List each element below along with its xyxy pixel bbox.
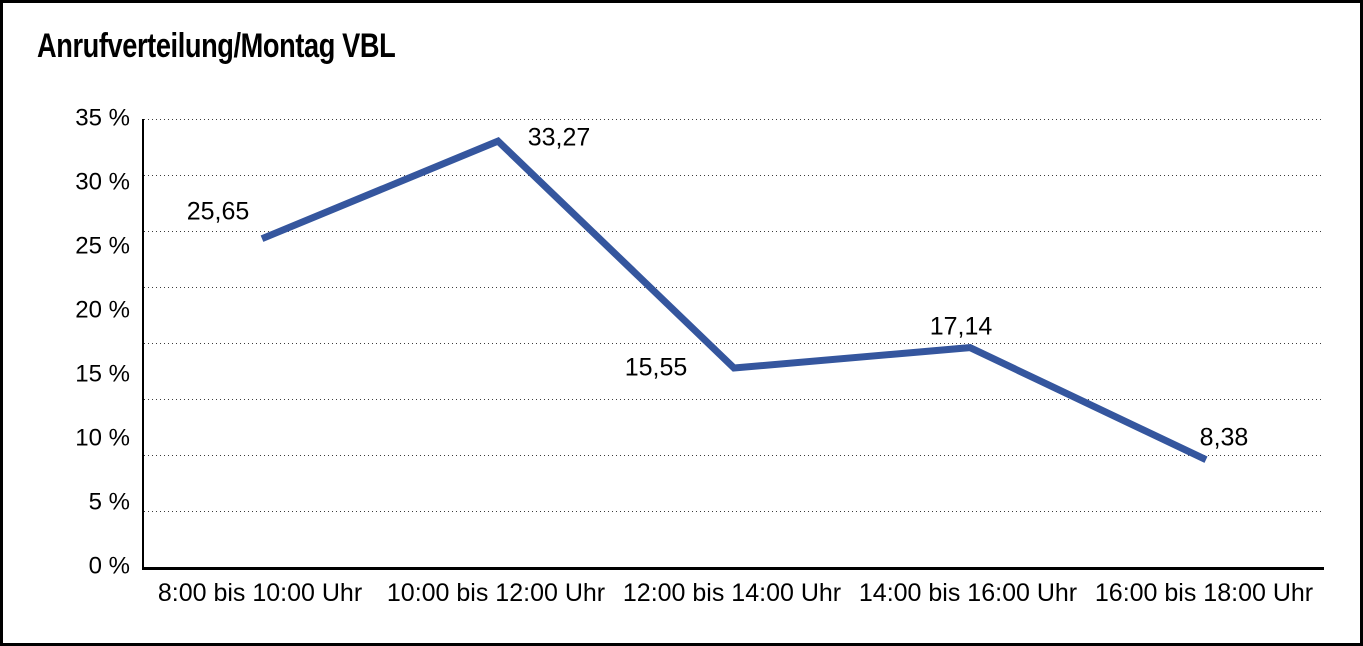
y-axis-tick-label: 25 %	[75, 232, 130, 260]
y-axis-tick-label: 10 %	[75, 424, 130, 452]
chart-title: Anrufverteilung/Montag VBL	[37, 27, 396, 65]
gridline	[144, 119, 1324, 120]
gridline	[144, 511, 1324, 512]
x-axis-category-label: 12:00 bis 14:00 Uhr	[622, 579, 842, 607]
gridline	[144, 287, 1324, 288]
y-axis-tick-label: 5 %	[88, 488, 130, 516]
data-line-svg	[260, 136, 1208, 463]
x-axis-category-label: 14:00 bis 16:00 Uhr	[858, 579, 1078, 607]
y-axis-tick-label: 20 %	[75, 296, 130, 324]
data-line	[260, 136, 1208, 463]
gridline	[144, 175, 1324, 176]
x-axis-category-label: 10:00 bis 12:00 Uhr	[386, 579, 606, 607]
y-axis-tick-label: 35 %	[75, 104, 130, 132]
gridline	[144, 399, 1324, 400]
data-point-label: 15,55	[624, 353, 688, 382]
y-axis-tick-label: 30 %	[75, 168, 130, 196]
gridline	[144, 231, 1324, 232]
plot-area: 25,65 33,27 15,55 17,14 8,38	[142, 119, 1324, 570]
gridline	[144, 455, 1324, 456]
y-axis-tick-label: 0 %	[88, 552, 130, 580]
x-axis-category-label: 8:00 bis 10:00 Uhr	[157, 579, 363, 607]
data-point-label: 8,38	[1199, 423, 1249, 452]
data-point-label: 17,14	[929, 312, 993, 341]
y-axis-labels: 35 % 30 % 25 % 20 % 15 % 10 % 5 % 0 %	[0, 0, 130, 646]
gridline	[144, 343, 1324, 344]
data-point-label: 25,65	[186, 197, 250, 226]
y-axis-tick-label: 15 %	[75, 360, 130, 388]
x-axis-category-label: 16:00 bis 18:00 Uhr	[1094, 579, 1314, 607]
data-point-label: 33,27	[527, 123, 591, 152]
